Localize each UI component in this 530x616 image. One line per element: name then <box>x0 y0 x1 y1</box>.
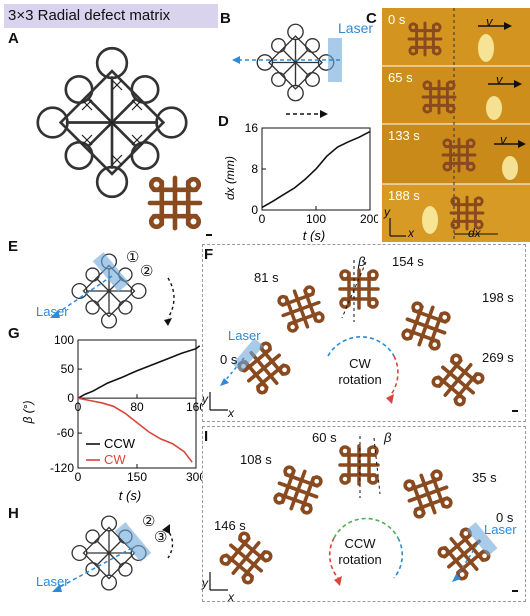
chart-d-ytick-label-2: 16 <box>245 121 259 135</box>
laser-translation-diagram <box>232 23 342 118</box>
i-time-146: 146 s <box>214 518 246 533</box>
chart-d-ytick-label-1: 8 <box>251 162 258 176</box>
chart-d-ylabel: dx (mm) <box>223 156 237 200</box>
i-time-0: 0 s <box>496 510 514 525</box>
marker-1-e: ① <box>126 249 140 266</box>
axis-y-i: y <box>202 576 208 590</box>
panel-f-frame <box>202 244 526 422</box>
chart-g-xlabel: t (s) <box>119 488 141 503</box>
frame-time-2: 133 s <box>388 128 420 143</box>
panel-label-b: B <box>220 10 231 27</box>
ccw-rotation-sequence <box>209 436 518 592</box>
panel-label-f: F <box>204 246 214 263</box>
marker-2-e: ② <box>140 263 154 280</box>
axis-y-c: y <box>384 205 390 219</box>
chart-displacement: 0 100 200 0 8 16 t (s) dx (mm) <box>223 121 378 242</box>
chart-d-ytick-label-0: 0 <box>251 203 258 217</box>
legend-label-cw: CW <box>104 452 126 467</box>
beta-label-i: β <box>384 430 392 445</box>
panel-label-e: E <box>8 238 19 255</box>
f-time-269: 269 s <box>482 350 514 365</box>
panel-label-a: A <box>8 30 19 47</box>
i-time-108: 108 s <box>240 452 272 467</box>
chart-g-ytick-label-4: -120 <box>50 461 74 475</box>
chart-g-bottom-tick-label-1: 150 <box>127 470 147 484</box>
chart-d-series-line <box>261 130 371 209</box>
velocity-label-1: v <box>496 72 503 87</box>
f-time-198: 198 s <box>482 290 514 305</box>
marker-3-h: ③ <box>154 529 168 546</box>
chart-d-xtick-label-1: 100 <box>306 212 326 226</box>
defect-matrix-diagram <box>36 46 188 199</box>
laser-cw-diagram <box>50 252 175 329</box>
velocity-label-2: v <box>500 132 507 147</box>
laser-ccw-diagram <box>52 515 174 592</box>
frame-time-1: 65 s <box>388 70 413 85</box>
scale-bar <box>206 234 212 236</box>
chart-g-bottom-tick-label-0: 0 <box>75 470 82 484</box>
panel-i-frame <box>202 426 526 602</box>
cw-rotation-sequence <box>209 260 518 412</box>
panel-label-c: C <box>366 10 377 27</box>
frame-strip-art <box>382 8 530 242</box>
ccw-text: CCW <box>344 536 376 551</box>
knot-sample-photo <box>142 170 208 236</box>
chart-g-ytick-label-3: -60 <box>57 426 75 440</box>
chart-g-top-tick-label-0: 0 <box>75 400 82 414</box>
axis-x-i: x <box>228 590 234 604</box>
chart-g-top-tick-label-1: 80 <box>130 400 144 414</box>
axis-y-f: y <box>202 392 208 406</box>
i-time-35: 35 s <box>472 470 497 485</box>
marker-2-h: ② <box>142 513 156 530</box>
chart-g-ylabel: β (°) <box>21 401 35 425</box>
chart-d-xlabel: t (s) <box>303 228 325 242</box>
i-time-60: 60 s <box>312 430 337 445</box>
frame-time-0: 0 s <box>388 12 406 27</box>
legend-label-ccw: CCW <box>104 436 136 451</box>
laser-label-f: Laser <box>228 328 261 343</box>
f-time-0: 0 s <box>220 352 238 367</box>
frame-strip <box>382 8 530 242</box>
beta-label-f: β <box>358 254 366 269</box>
frame-time-3: 188 s <box>388 188 420 203</box>
chart-g-ytick-label-1: 50 <box>61 362 75 376</box>
chart-g-ytick-label-2: 0 <box>67 391 74 405</box>
panel-label-g: G <box>8 325 20 342</box>
panel-label-i: I <box>204 428 209 445</box>
laser-label-h: Laser <box>36 574 69 589</box>
laser-label-b: Laser <box>338 20 374 36</box>
axis-x-c: x <box>408 226 414 240</box>
cw-text: CW <box>349 356 371 371</box>
chart-g-series-ccw <box>77 345 201 399</box>
axis-x-f: x <box>228 406 234 420</box>
figure-title: 3×3 Radial defect matrix <box>4 4 218 28</box>
f-time-154: 154 s <box>392 254 424 269</box>
laser-label-i: Laser <box>484 522 517 537</box>
cw-rotation-text: rotation <box>338 372 382 387</box>
chart-g-series-cw <box>77 397 193 463</box>
ccw-rotation-text: rotation <box>338 552 382 567</box>
chart-g-ytick-label-0: 100 <box>54 333 74 347</box>
panel-label-h: H <box>8 505 19 522</box>
laser-label-e: Laser <box>36 304 69 319</box>
f-time-81: 81 s <box>254 270 279 285</box>
chart-g-top-tick-label-2: 160 <box>186 400 202 414</box>
chart-g-bottom-tick-label-2: 300 <box>186 470 202 484</box>
velocity-label-0: v <box>486 14 493 29</box>
chart-d-xtick-label-0: 0 <box>259 212 266 226</box>
panel-label-d: D <box>218 113 229 130</box>
chart-d-xtick-label-2: 200 <box>360 212 378 226</box>
dx-label-c: dx <box>468 226 481 240</box>
